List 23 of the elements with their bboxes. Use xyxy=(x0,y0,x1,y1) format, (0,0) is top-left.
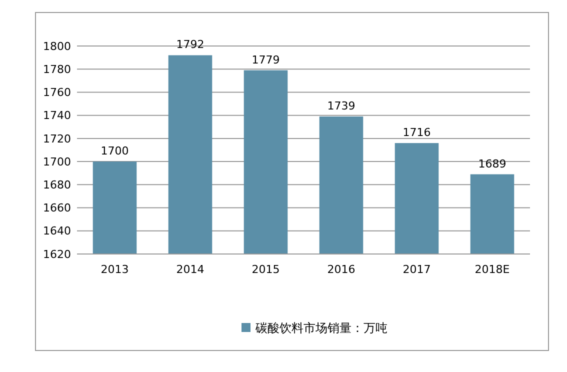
data-label: 1700 xyxy=(100,144,129,158)
y-tick-label: 1700 xyxy=(43,155,71,168)
y-tick-label: 1620 xyxy=(43,248,71,261)
data-label: 1689 xyxy=(478,157,506,170)
y-tick-label: 1680 xyxy=(43,178,71,192)
legend-label: 碳酸饮料市场销量：万吨 xyxy=(254,321,388,336)
x-tick-label: 2016 xyxy=(327,263,356,276)
x-tick-label: 2017 xyxy=(402,263,431,276)
y-tick-label: 1660 xyxy=(43,202,71,215)
data-label: 1716 xyxy=(402,126,431,140)
y-tick-label: 1640 xyxy=(43,224,71,238)
x-tick-label: 2014 xyxy=(176,263,204,276)
y-tick-label: 1800 xyxy=(43,40,71,53)
y-tick-label: 1720 xyxy=(43,132,71,146)
y-tick-label: 1760 xyxy=(43,86,71,100)
y-tick-label: 1740 xyxy=(43,109,71,122)
data-label: 1792 xyxy=(176,38,204,52)
data-label: 1779 xyxy=(252,53,280,66)
x-tick-label: 2015 xyxy=(252,263,280,276)
x-tick-label: 2018E xyxy=(474,263,510,276)
y-tick-label: 1780 xyxy=(43,62,71,76)
x-tick-label: 2013 xyxy=(100,263,129,276)
data-label: 1739 xyxy=(327,99,356,112)
